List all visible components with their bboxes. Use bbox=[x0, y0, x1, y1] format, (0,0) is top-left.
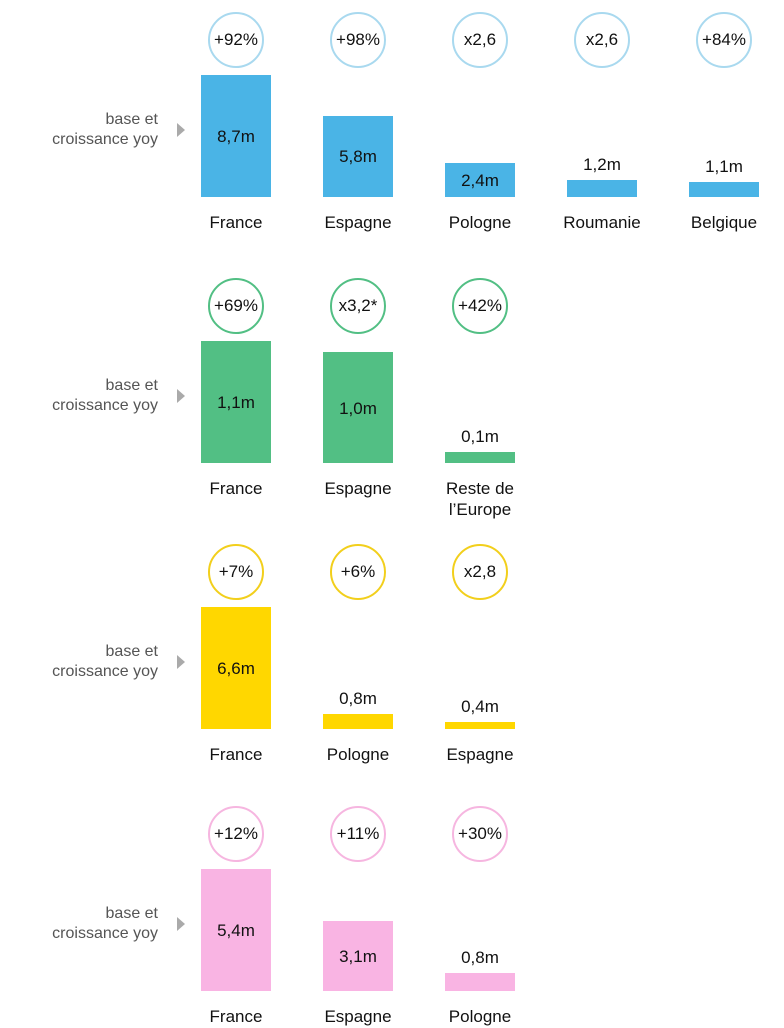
growth-circle: +11% bbox=[330, 806, 386, 862]
row-label: base et croissance yoy bbox=[52, 905, 158, 942]
bar bbox=[445, 163, 515, 197]
arrow bbox=[177, 123, 185, 137]
growth-circle: +84% bbox=[696, 12, 752, 68]
category-label: Espagne bbox=[324, 479, 392, 498]
bar bbox=[323, 115, 393, 197]
value-label: 1,1m bbox=[217, 393, 255, 412]
bar bbox=[445, 721, 515, 729]
growth-circle: x2,8 bbox=[452, 544, 508, 600]
bar bbox=[201, 869, 271, 991]
bar bbox=[445, 451, 515, 463]
category-label: France bbox=[209, 213, 263, 232]
category-label: Espagne bbox=[324, 213, 392, 232]
category-label: France bbox=[209, 1007, 263, 1026]
row-label: base et croissance yoy bbox=[52, 377, 158, 414]
value-label: 0,4m bbox=[461, 696, 499, 716]
bar bbox=[445, 972, 515, 991]
bar bbox=[323, 714, 393, 729]
category-label: Espagne bbox=[446, 745, 514, 764]
value-label: 8,7m bbox=[217, 127, 255, 146]
bar bbox=[201, 75, 271, 197]
arrow bbox=[177, 389, 185, 403]
value-label: 1,0m bbox=[339, 398, 377, 418]
growth-circle: x3,2* bbox=[330, 278, 386, 334]
growth-circle: +42% bbox=[452, 278, 508, 334]
category-label: Reste de l’Europe bbox=[445, 479, 515, 519]
value-label: 0,8m bbox=[461, 947, 499, 967]
category-label: France bbox=[209, 479, 263, 498]
bar bbox=[689, 181, 759, 197]
category-label: Roumanie bbox=[563, 213, 641, 232]
row-label: base et croissance yoy bbox=[52, 111, 158, 148]
category-label: France bbox=[209, 745, 263, 764]
value-label: 0,1m bbox=[461, 426, 499, 446]
value-label: 1,1m bbox=[705, 156, 743, 176]
value-label: 6,6m bbox=[217, 659, 255, 678]
row-label: base et croissance yoy bbox=[52, 643, 158, 680]
category-label: Pologne bbox=[448, 213, 512, 232]
value-label: 5,8m bbox=[339, 147, 377, 167]
bar bbox=[323, 352, 393, 463]
category-label: Pologne bbox=[448, 1007, 512, 1026]
growth-circle: +12% bbox=[208, 806, 264, 862]
arrow bbox=[177, 655, 185, 669]
value-label: 2,4m bbox=[461, 171, 499, 191]
growth-circle: +30% bbox=[452, 806, 508, 862]
bar bbox=[201, 341, 271, 463]
value-label: 3,1m bbox=[339, 946, 377, 966]
growth-circle: +6% bbox=[330, 544, 386, 600]
growth-circle: +92% bbox=[208, 12, 264, 68]
growth-circle: x2,6 bbox=[574, 12, 630, 68]
value-label: 1,2m bbox=[583, 155, 621, 175]
category-label: Belgique bbox=[690, 213, 758, 232]
category-label: Espagne bbox=[324, 1007, 392, 1026]
arrow bbox=[177, 917, 185, 931]
bar bbox=[201, 607, 271, 729]
growth-circle: +69% bbox=[208, 278, 264, 334]
value-label: 0,8m bbox=[339, 689, 377, 709]
growth-circle: +98% bbox=[330, 12, 386, 68]
bar bbox=[323, 920, 393, 991]
bar bbox=[567, 180, 637, 197]
growth-circle: x2,6 bbox=[452, 12, 508, 68]
value-label: 5,4m bbox=[217, 921, 255, 940]
category-label: Pologne bbox=[326, 745, 390, 764]
growth-circle: +7% bbox=[208, 544, 264, 600]
